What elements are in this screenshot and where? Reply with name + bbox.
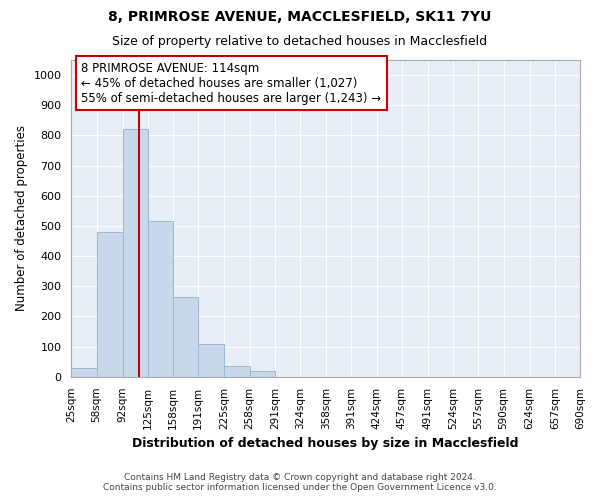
- Bar: [198, 344, 224, 377]
- Text: 8, PRIMROSE AVENUE, MACCLESFIELD, SK11 7YU: 8, PRIMROSE AVENUE, MACCLESFIELD, SK11 7…: [109, 10, 491, 24]
- Bar: [173, 298, 198, 377]
- Bar: [148, 222, 173, 377]
- Bar: [122, 130, 148, 377]
- Bar: [97, 232, 122, 377]
- Bar: [250, 371, 275, 377]
- X-axis label: Distribution of detached houses by size in Macclesfield: Distribution of detached houses by size …: [133, 437, 519, 450]
- Bar: [224, 366, 250, 377]
- Bar: [71, 368, 97, 377]
- Text: 8 PRIMROSE AVENUE: 114sqm
← 45% of detached houses are smaller (1,027)
55% of se: 8 PRIMROSE AVENUE: 114sqm ← 45% of detac…: [82, 62, 382, 104]
- Y-axis label: Number of detached properties: Number of detached properties: [15, 126, 28, 312]
- Text: Contains HM Land Registry data © Crown copyright and database right 2024.
Contai: Contains HM Land Registry data © Crown c…: [103, 473, 497, 492]
- Text: Size of property relative to detached houses in Macclesfield: Size of property relative to detached ho…: [112, 35, 488, 48]
